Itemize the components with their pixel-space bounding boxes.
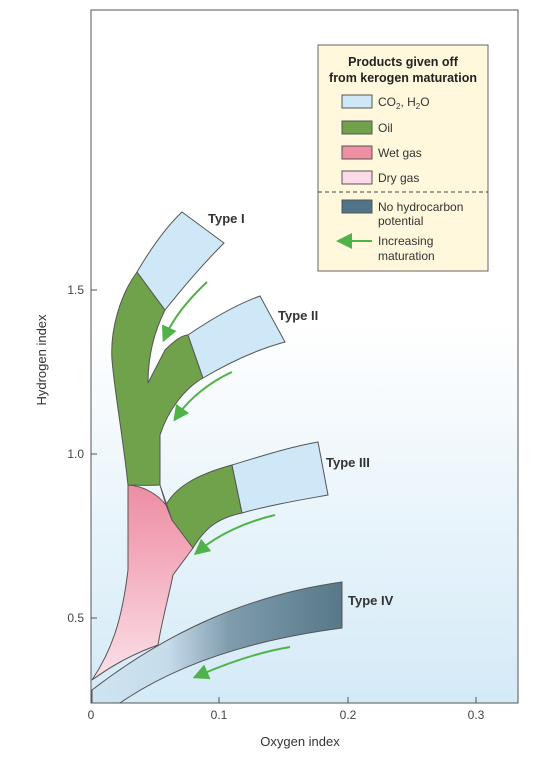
legend: Products given off from kerogen maturati… — [317, 44, 489, 272]
x-tick-0: 0 — [88, 708, 95, 722]
type-ii-co2-zone — [187, 295, 286, 379]
type-iii-label: Type III — [326, 455, 370, 470]
main-trunk-oil-zone — [111, 271, 204, 486]
legend-label-maturation-line2: maturation — [378, 249, 435, 263]
y-tick-0.5: 0.5 — [67, 611, 84, 625]
type-i-label: Type I — [208, 211, 245, 226]
legend-title-line2: from kerogen maturation — [329, 71, 477, 85]
y-axis: 1.5 1.0 0.5 Hydrogen index — [34, 283, 97, 625]
x-tick-0.1: 0.1 — [211, 708, 228, 722]
legend-swatch-wet-gas — [341, 145, 373, 160]
legend-label-wet-gas: Wet gas — [378, 146, 422, 160]
legend-label-dry-gas: Dry gas — [378, 171, 419, 185]
type-i-co2-zone — [136, 211, 225, 311]
legend-label-maturation-line1: Increasing — [378, 234, 433, 248]
y-tick-1.5: 1.5 — [67, 283, 84, 297]
legend-swatch-oil — [341, 120, 373, 135]
x-tick-0.2: 0.2 — [340, 708, 357, 722]
type-iv-label: Type IV — [348, 593, 394, 608]
legend-title-line1: Products given off — [348, 55, 459, 69]
y-tick-1.0: 1.0 — [67, 447, 84, 461]
type-ii-label: Type II — [278, 308, 318, 323]
x-axis-title: Oxygen index — [260, 734, 340, 749]
type-iii-maturation-arrow — [193, 514, 276, 556]
y-axis-title: Hydrogen index — [34, 314, 49, 406]
type-iii-co2-zone — [231, 441, 329, 514]
legend-label-co2: CO2, H2O — [378, 95, 430, 111]
legend-label-no-hydrocarbon-line1: No hydrocarbon — [378, 200, 463, 214]
x-axis: 0 0.1 0.2 0.3 Oxygen index — [88, 697, 485, 749]
type-iv-maturation-arrow — [192, 646, 291, 680]
type-ii-maturation-arrow — [173, 371, 233, 422]
legend-swatch-co2 — [341, 94, 373, 109]
legend-label-oil: Oil — [378, 121, 393, 135]
legend-label-no-hydrocarbon-line2: potential — [378, 214, 423, 228]
type-i-maturation-arrow — [161, 281, 208, 343]
x-tick-0.3: 0.3 — [468, 708, 485, 722]
legend-swatch-no-hydrocarbon — [341, 199, 373, 214]
type-iv-band — [91, 581, 343, 704]
legend-swatch-dry-gas — [341, 170, 373, 185]
